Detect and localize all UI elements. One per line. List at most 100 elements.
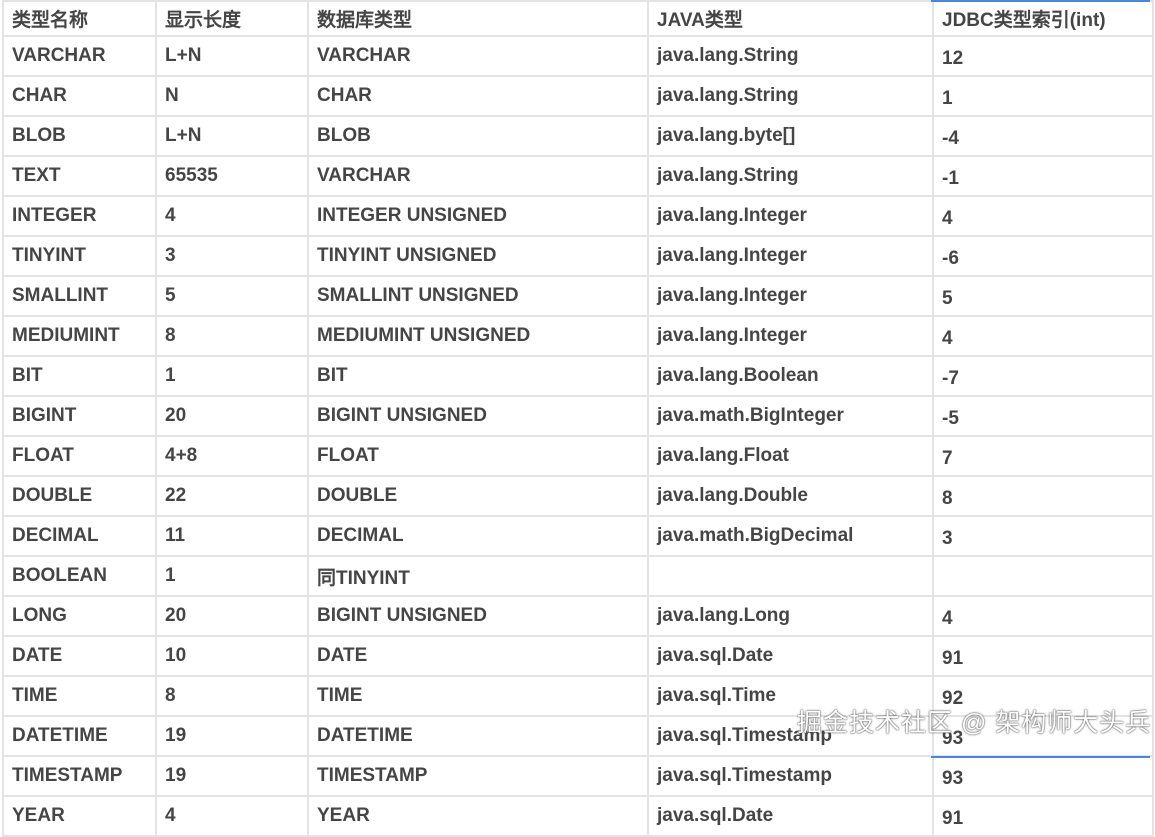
table-cell[interactable]: INTEGER UNSIGNED (307, 195, 649, 237)
table-cell[interactable]: java.sql.Date (647, 635, 934, 677)
table-cell[interactable]: java.lang.Integer (647, 195, 934, 237)
table-cell[interactable]: 93 (932, 715, 1154, 757)
table-cell[interactable]: SMALLINT UNSIGNED (307, 275, 649, 317)
table-cell[interactable]: DOUBLE (307, 475, 649, 517)
table-cell[interactable]: VARCHAR (307, 155, 649, 197)
table-cell[interactable]: SMALLINT (2, 275, 157, 317)
table-cell[interactable]: BLOB (2, 115, 157, 157)
table-cell[interactable]: 19 (155, 755, 309, 797)
table-cell[interactable]: L+N (155, 35, 309, 77)
table-cell[interactable]: -1 (932, 155, 1154, 197)
table-cell[interactable]: -6 (932, 235, 1154, 277)
table-cell[interactable]: java.math.BigDecimal (647, 515, 934, 557)
table-cell[interactable]: java.lang.String (647, 35, 934, 77)
table-cell[interactable]: 8 (155, 315, 309, 357)
column-header[interactable]: 类型名称 (2, 0, 157, 37)
table-cell[interactable]: DATETIME (307, 715, 649, 757)
table-cell[interactable]: 91 (932, 795, 1154, 837)
table-cell[interactable]: java.lang.Integer (647, 315, 934, 357)
table-cell[interactable]: CHAR (307, 75, 649, 117)
table-cell[interactable]: BIGINT (2, 395, 157, 437)
table-cell[interactable]: DOUBLE (2, 475, 157, 517)
table-cell[interactable]: java.lang.Double (647, 475, 934, 517)
table-cell[interactable]: BIGINT UNSIGNED (307, 395, 649, 437)
table-cell[interactable]: -7 (932, 355, 1154, 397)
table-cell[interactable]: VARCHAR (2, 35, 157, 77)
table-cell[interactable]: BIT (307, 355, 649, 397)
table-cell[interactable]: TEXT (2, 155, 157, 197)
table-cell[interactable]: MEDIUMINT UNSIGNED (307, 315, 649, 357)
table-cell[interactable]: 4 (932, 195, 1154, 237)
table-cell[interactable]: 1 (932, 75, 1154, 117)
table-cell[interactable]: BOOLEAN (2, 555, 157, 597)
table-cell[interactable]: 19 (155, 715, 309, 757)
table-cell[interactable]: BIT (2, 355, 157, 397)
table-cell[interactable]: 12 (932, 35, 1154, 77)
table-cell[interactable]: 8 (932, 475, 1154, 517)
table-cell[interactable]: java.sql.Timestamp (647, 715, 934, 757)
column-header[interactable]: 数据库类型 (307, 0, 649, 37)
table-cell[interactable]: java.lang.Float (647, 435, 934, 477)
table-cell[interactable]: 1 (155, 355, 309, 397)
table-cell[interactable]: TIME (307, 675, 649, 717)
table-cell[interactable]: 1 (155, 555, 309, 597)
table-cell[interactable]: CHAR (2, 75, 157, 117)
table-cell[interactable]: -5 (932, 395, 1154, 437)
table-cell[interactable]: YEAR (307, 795, 649, 837)
table-cell[interactable]: 3 (932, 515, 1154, 557)
table-cell[interactable]: 20 (155, 595, 309, 637)
table-cell[interactable]: java.lang.Long (647, 595, 934, 637)
table-cell[interactable]: DATETIME (2, 715, 157, 757)
table-cell[interactable]: INTEGER (2, 195, 157, 237)
table-cell[interactable]: BLOB (307, 115, 649, 157)
table-cell[interactable]: BIGINT UNSIGNED (307, 595, 649, 637)
table-cell[interactable]: FLOAT (307, 435, 649, 477)
table-cell[interactable]: N (155, 75, 309, 117)
table-cell[interactable]: 4 (155, 795, 309, 837)
column-header[interactable]: 显示长度 (155, 0, 309, 37)
table-cell[interactable]: DECIMAL (307, 515, 649, 557)
table-cell[interactable]: FLOAT (2, 435, 157, 477)
table-cell[interactable]: 10 (155, 635, 309, 677)
table-cell[interactable] (647, 555, 934, 597)
table-cell[interactable]: java.math.BigInteger (647, 395, 934, 437)
table-cell[interactable]: java.lang.String (647, 155, 934, 197)
column-header[interactable]: JDBC类型索引(int) (932, 0, 1154, 37)
table-cell[interactable]: 11 (155, 515, 309, 557)
table-cell[interactable]: java.sql.Date (647, 795, 934, 837)
table-cell[interactable]: 同TINYINT (307, 555, 649, 597)
table-cell[interactable]: MEDIUMINT (2, 315, 157, 357)
table-cell[interactable]: java.sql.Time (647, 675, 934, 717)
table-cell[interactable] (932, 555, 1154, 597)
table-cell[interactable]: TIMESTAMP (307, 755, 649, 797)
table-cell[interactable]: YEAR (2, 795, 157, 837)
table-cell[interactable]: 5 (932, 275, 1154, 317)
table-cell[interactable]: java.lang.String (647, 75, 934, 117)
table-cell[interactable]: -4 (932, 115, 1154, 157)
table-cell[interactable]: 92 (932, 675, 1154, 717)
table-cell[interactable]: 4+8 (155, 435, 309, 477)
table-cell[interactable]: 8 (155, 675, 309, 717)
table-cell[interactable]: java.lang.byte[] (647, 115, 934, 157)
table-cell[interactable]: 7 (932, 435, 1154, 477)
table-cell[interactable]: TINYINT (2, 235, 157, 277)
table-cell[interactable]: DECIMAL (2, 515, 157, 557)
table-cell[interactable]: java.lang.Integer (647, 275, 934, 317)
table-cell[interactable]: java.lang.Boolean (647, 355, 934, 397)
table-cell[interactable]: 5 (155, 275, 309, 317)
table-cell[interactable]: TIME (2, 675, 157, 717)
table-cell[interactable]: TIMESTAMP (2, 755, 157, 797)
table-cell[interactable]: 93 (932, 755, 1154, 797)
table-cell[interactable]: 3 (155, 235, 309, 277)
table-cell[interactable]: DATE (307, 635, 649, 677)
table-cell[interactable]: VARCHAR (307, 35, 649, 77)
table-cell[interactable]: java.lang.Integer (647, 235, 934, 277)
table-cell[interactable]: 65535 (155, 155, 309, 197)
table-cell[interactable]: 20 (155, 395, 309, 437)
table-cell[interactable]: 4 (932, 315, 1154, 357)
table-cell[interactable]: L+N (155, 115, 309, 157)
table-cell[interactable]: 4 (932, 595, 1154, 637)
table-cell[interactable]: 91 (932, 635, 1154, 677)
table-cell[interactable]: 22 (155, 475, 309, 517)
table-cell[interactable]: java.sql.Timestamp (647, 755, 934, 797)
